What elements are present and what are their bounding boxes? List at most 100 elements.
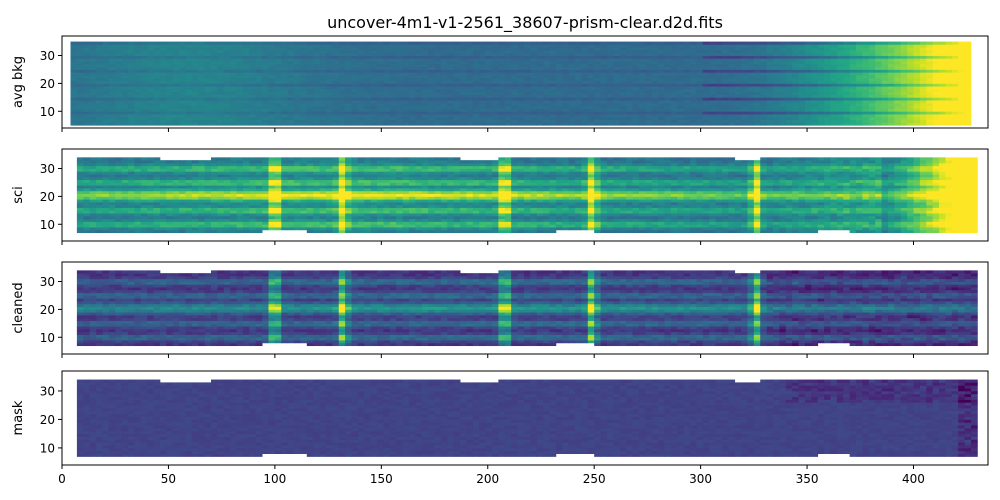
heatmap-cell [626, 116, 633, 121]
heatmap-cell [223, 224, 231, 228]
heatmap-cell [696, 221, 704, 225]
heatmap-cell [306, 108, 314, 112]
heatmap-cell [919, 108, 927, 112]
heatmap-cell [951, 224, 959, 228]
heatmap-cell [408, 229, 416, 234]
heatmap-cell [472, 94, 480, 98]
heatmap-cell [575, 100, 582, 104]
heatmap-cell [511, 83, 518, 87]
heatmap-cell [89, 227, 97, 231]
heatmap-cell [575, 102, 582, 107]
heatmap-cell [581, 224, 589, 228]
heatmap-cell [440, 119, 448, 123]
heatmap-cell [523, 218, 531, 222]
heatmap-cell [721, 94, 729, 98]
heatmap-cell [562, 224, 570, 228]
heatmap-cell [421, 86, 429, 90]
heatmap-cell [517, 224, 525, 228]
heatmap-cell [523, 227, 531, 231]
heatmap-cell [255, 122, 263, 126]
heatmap-cell [721, 227, 729, 231]
heatmap-cell [211, 77, 218, 82]
heatmap-cell [619, 229, 627, 234]
heatmap-cell [294, 80, 301, 84]
heatmap-cell [83, 80, 91, 84]
heatmap-cell [862, 119, 870, 123]
heatmap-cell [683, 105, 691, 109]
heatmap-cell [766, 114, 774, 118]
heatmap-cell [715, 91, 723, 95]
heatmap-cell [792, 122, 799, 126]
heatmap-cell [792, 119, 799, 123]
heatmap-cell [147, 122, 154, 126]
heatmap-cell [594, 116, 601, 121]
heatmap-cell [485, 218, 493, 222]
heatmap-cell [900, 91, 908, 95]
heatmap-cell [555, 100, 563, 104]
heatmap-cell [939, 229, 946, 234]
heatmap-cell [830, 111, 838, 115]
heatmap-cell [211, 221, 218, 225]
heatmap-cell [325, 108, 333, 112]
heatmap-cell [766, 77, 774, 82]
heatmap-cell [939, 227, 946, 231]
heatmap-cell [549, 100, 557, 104]
heatmap-cell [958, 122, 965, 126]
heatmap-cell [332, 218, 340, 222]
heatmap-cell [338, 119, 346, 123]
heatmap-cell [773, 86, 780, 90]
heatmap-cell [96, 218, 103, 222]
heatmap-cell [766, 83, 774, 87]
heatmap-cell [262, 83, 269, 87]
heatmap-cell [907, 105, 914, 109]
heatmap-cell [715, 227, 723, 231]
heatmap-cell [127, 111, 135, 115]
heatmap-cell [562, 77, 570, 82]
heatmap-cell [370, 86, 378, 90]
heatmap-cell [785, 88, 793, 93]
heatmap-cell [479, 94, 487, 98]
heatmap-cell [364, 86, 372, 90]
heatmap-cell [140, 88, 148, 93]
heatmap-cell [338, 102, 346, 107]
heatmap-cell [453, 80, 461, 84]
heatmap-cell [517, 83, 525, 87]
heatmap-cell [747, 221, 755, 225]
heatmap-cell [587, 111, 595, 115]
heatmap-cell [804, 91, 812, 95]
heatmap-cell [421, 224, 429, 228]
heatmap-cell [402, 80, 410, 84]
heatmap-cell [102, 114, 110, 118]
heatmap-cell [166, 86, 174, 90]
heatmap-cell [773, 102, 780, 107]
heatmap-cell [721, 102, 729, 107]
heatmap-cell [600, 88, 608, 93]
heatmap-cell [434, 86, 442, 90]
heatmap-cell [319, 91, 327, 95]
heatmap-cell [900, 122, 908, 126]
heatmap-cell [804, 108, 812, 112]
heatmap-cell [396, 215, 403, 220]
heatmap-cell [453, 218, 461, 222]
heatmap-cell [230, 116, 237, 121]
heatmap-cell [728, 102, 736, 107]
heatmap-cell [600, 119, 608, 123]
heatmap-cell [721, 122, 729, 126]
heatmap-cell [421, 88, 429, 93]
heatmap-cell [530, 88, 538, 93]
heatmap-cell [89, 100, 97, 104]
heatmap-cell [504, 100, 512, 104]
heatmap-cell [83, 77, 91, 82]
heatmap-cell [594, 227, 601, 231]
heatmap-cell [664, 91, 672, 95]
heatmap-cell [325, 105, 333, 109]
heatmap-cell [913, 86, 921, 90]
heatmap-cell [900, 102, 908, 107]
heatmap-cell [198, 105, 206, 109]
heatmap-cell [798, 91, 806, 95]
heatmap-cell [868, 94, 876, 98]
heatmap-cell [166, 116, 174, 121]
heatmap-cell [140, 105, 148, 109]
heatmap-cell [830, 105, 838, 109]
heatmap-cell [204, 108, 212, 112]
